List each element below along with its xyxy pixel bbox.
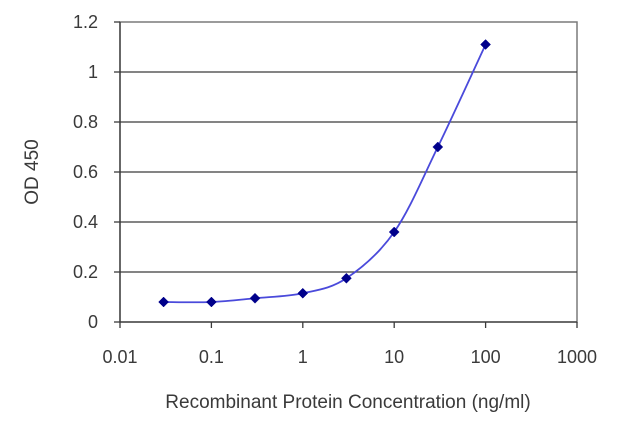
y-tick-label-3: 0.6: [73, 162, 98, 182]
x-tick-label-3: 10: [384, 347, 404, 367]
grid-lines: [120, 71, 577, 273]
x-tick-label-2: 1: [298, 347, 308, 367]
y-tick-label-1: 0.2: [73, 262, 98, 282]
data-point-6: [432, 141, 444, 153]
x-tick-label-4: 100: [471, 347, 501, 367]
axes: 0 0.2 0.4 0.6 0.8 1 1.2 0.01 0.1 1 10 100 1000: [73, 12, 597, 367]
x-axis-title: Recombinant Protein Concentration (ng/ml…: [165, 392, 530, 413]
y-axis-title: OD 450: [22, 139, 43, 204]
x-tick-label-5: 1000: [557, 347, 597, 367]
data-point-3: [297, 287, 309, 299]
x-tick-label-0: 0.01: [102, 347, 137, 367]
data-point-4: [341, 272, 352, 284]
data-points: [158, 39, 491, 308]
y-tick-label-2: 0.4: [73, 212, 98, 232]
data-point-2: [249, 292, 261, 304]
data-point-5: [388, 226, 400, 238]
y-tick-label-0: 0: [88, 312, 98, 332]
x-tick-label-1: 0.1: [199, 347, 224, 367]
y-tick-label-6: 1.2: [73, 12, 98, 32]
data-point-1: [206, 296, 217, 308]
y-tick-label-4: 0.8: [73, 112, 98, 132]
y-tick-label-5: 1: [88, 62, 98, 82]
data-point-0: [158, 296, 169, 308]
data-point-7: [480, 39, 491, 50]
